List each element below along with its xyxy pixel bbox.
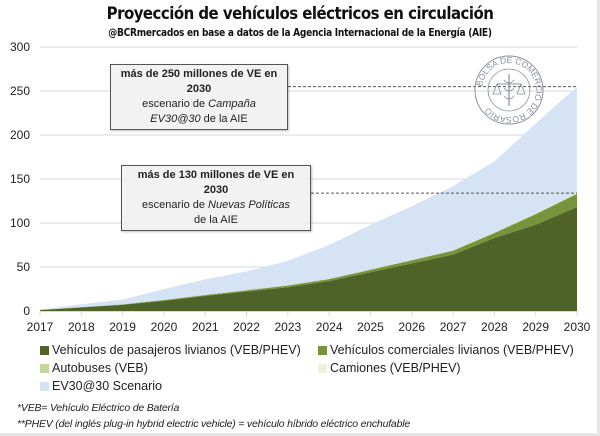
x-tick-label-2030: 2030 [564, 320, 591, 334]
legend-label-ev3030: EV30@30 Scenario [52, 379, 162, 393]
x-tick-label-2022: 2022 [233, 320, 260, 334]
legend-swatch-commercial [318, 345, 327, 355]
area-passenger-vehicles [40, 207, 577, 311]
x-tick-label-2025: 2025 [357, 320, 384, 334]
x-tick-label-2020: 2020 [151, 320, 178, 334]
y-tick-label-100: 100 [10, 216, 30, 230]
x-tick-label-2018: 2018 [68, 320, 95, 334]
annotation-ev3030-text: escenario de [142, 98, 209, 110]
y-tick-label-250: 250 [10, 84, 30, 98]
legend-item-commercial: Vehículos comerciales livianos (VEB/PHEV… [318, 343, 574, 357]
x-tick-label-2028: 2028 [481, 320, 508, 334]
x-tick-label-2027: 2027 [440, 320, 467, 334]
legend-label-passenger: Vehículos de pasajeros livianos (VEB/PHE… [52, 343, 301, 357]
chart-subtitle: @BCRmercados en base a datos de la Agenc… [108, 27, 492, 39]
footnote-veb: *VEB= Vehículo Eléctrico de Batería [17, 402, 180, 414]
x-tick-label-2017: 2017 [27, 320, 54, 334]
x-tick-label-2019: 2019 [109, 320, 136, 334]
x-tick-label-2026: 2026 [398, 320, 425, 334]
x-axis-tick-labels: 2017 2018 2019 2020 2021 2022 2023 2024 2025 2026… [27, 320, 591, 334]
y-tick-label-50: 50 [17, 260, 31, 274]
annotation-nps-source: de la AIE [193, 214, 239, 226]
area-series [40, 86, 577, 311]
annotation-ev3030-source: de la AIE [200, 113, 248, 125]
y-tick-label-300: 300 [10, 40, 30, 54]
legend-label-trucks: Camiones (VEB/PHEV) [330, 361, 461, 375]
x-tick-label-2023: 2023 [274, 320, 301, 334]
y-tick-label-200: 200 [10, 128, 30, 142]
legend-swatch-buses [40, 363, 49, 373]
annotation-nps-text: escenario de [142, 199, 209, 211]
x-tick-label-2021: 2021 [192, 320, 219, 334]
footnote-phev: **PHEV (del inglés plug-in hybrid electr… [17, 418, 410, 430]
annotation-ev3030: más de 250 millones de VE en 2030 escena… [110, 64, 288, 130]
y-axis-tick-labels: 0 50 100 150 200 250 300 [10, 40, 30, 318]
legend-label-buses: Autobuses (VEB) [52, 361, 148, 375]
x-tick-label-2024: 2024 [316, 320, 343, 334]
legend-item-buses: Autobuses (VEB) [40, 361, 148, 375]
legend-swatch-trucks [318, 363, 327, 373]
x-axis [39, 311, 578, 316]
annotation-nps-scenario: Nuevas Políticas [208, 199, 290, 211]
chart-title: Proyección de vehículos eléctricos en ci… [106, 4, 494, 24]
x-tick-label-2029: 2029 [522, 320, 549, 334]
annotation-new-policies: más de 130 millones de VE en 2030 escena… [121, 165, 311, 231]
annotation-ev3030-headline: más de 250 millones de VE en 2030 [120, 68, 278, 95]
legend-item-passenger: Vehículos de pasajeros livianos (VEB/PHE… [40, 343, 301, 357]
bolsa-comercio-rosario-seal-icon: BOLSA DE COMERCIO DE ROSARIO [474, 55, 544, 125]
annotation-ev3030-campaign: Campaña [208, 98, 256, 110]
legend-swatch-ev3030 [40, 381, 49, 391]
legend-item-ev3030: EV30@30 Scenario [40, 379, 162, 393]
y-tick-label-150: 150 [10, 172, 30, 186]
legend-label-commercial: Vehículos comerciales livianos (VEB/PHEV… [330, 343, 574, 357]
annotation-nps-headline: más de 130 millones de VE en 2030 [137, 169, 295, 196]
legend-item-trucks: Camiones (VEB/PHEV) [318, 361, 461, 375]
legend-swatch-passenger [40, 345, 49, 355]
annotation-ev3030-name: EV30@30 [150, 113, 201, 125]
reference-lines [278, 86, 577, 194]
y-tick-label-0: 0 [23, 304, 30, 318]
